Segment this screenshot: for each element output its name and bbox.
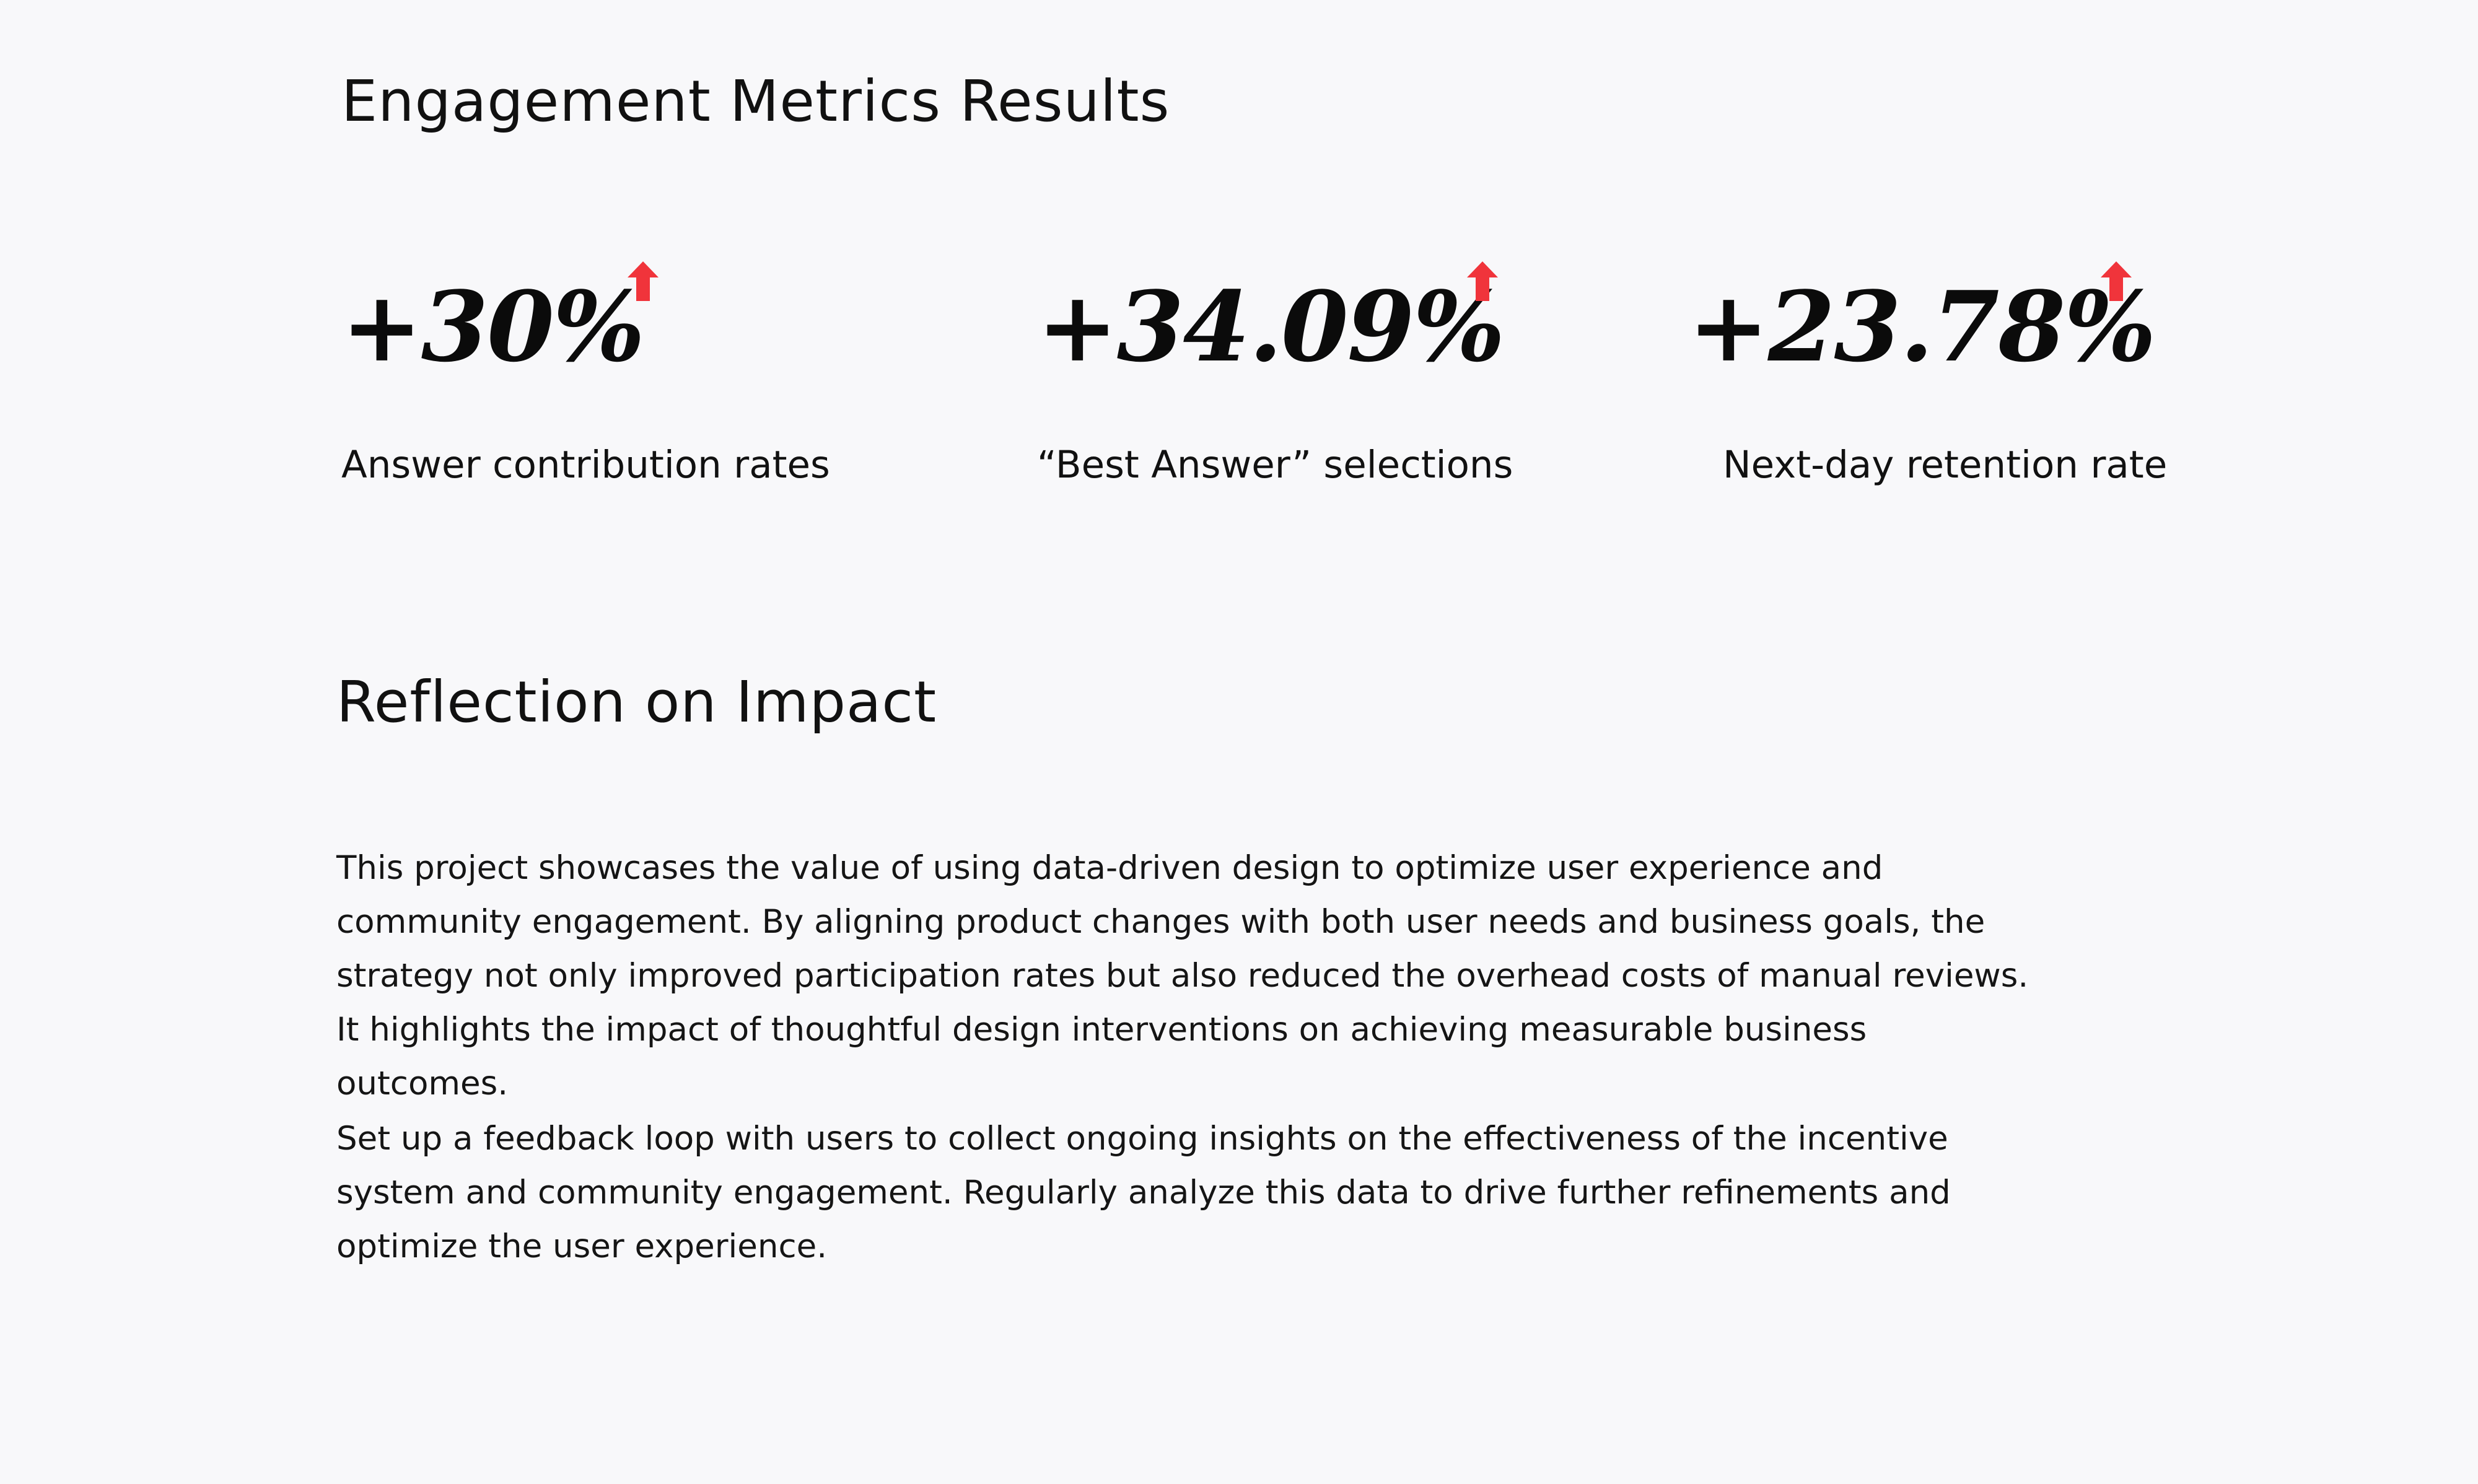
metric-label: “Best Answer” selections — [1037, 443, 1513, 487]
arrow-up-icon — [2099, 260, 2134, 302]
metric-value: +34.09% — [1037, 270, 1505, 383]
metric-value: +30% — [341, 270, 645, 383]
reflection-paragraph-1: This project showcases the value of usin… — [336, 849, 2029, 1102]
engagement-metrics-title: Engagement Metrics Results — [341, 68, 1170, 134]
arrow-up-icon — [626, 260, 660, 302]
metric-label: Next-day retention rate — [1723, 443, 2168, 487]
metric-label: Answer contribution rates — [341, 443, 830, 487]
arrow-up-icon — [1465, 260, 1500, 302]
reflection-paragraph-2: Set up a feedback loop with users to col… — [336, 1120, 1951, 1265]
metric-value: +23.78% — [1688, 270, 2156, 383]
reflection-on-impact-title: Reflection on Impact — [336, 669, 937, 735]
